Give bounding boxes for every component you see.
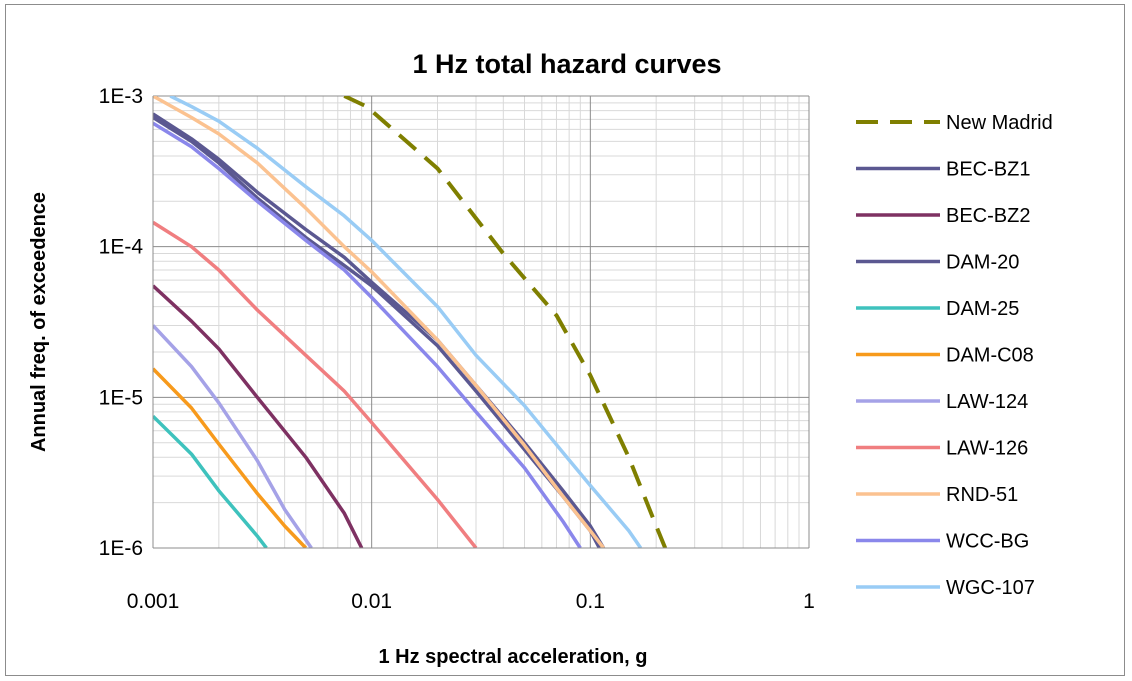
legend-label: RND-51: [946, 484, 1018, 506]
legend-label: LAW-124: [946, 391, 1028, 413]
chart-title: 1 Hz total hazard curves: [412, 49, 721, 79]
legend-item: WCC-BG: [856, 531, 1029, 553]
series-line-law-126: [153, 220, 478, 548]
series-line-dam-c08: [153, 367, 308, 548]
series-line-bec-bz2: [153, 284, 364, 548]
series-line-new-madrid: [343, 96, 668, 548]
legend-item: RND-51: [856, 484, 1018, 506]
legend-item: BEC-BZ2: [856, 205, 1030, 227]
legend: New Madrid BEC-BZ1 BEC-BZ2 DAM-20 DAM-25 DAM-…: [856, 112, 1053, 599]
legend-item: DAM-20: [856, 252, 1019, 274]
legend-label: LAW-126: [946, 438, 1028, 460]
legend-item: WGC-107: [856, 577, 1035, 599]
legend-label: WGC-107: [946, 577, 1035, 599]
legend-item: LAW-126: [856, 438, 1028, 460]
legend-label: WCC-BG: [946, 531, 1029, 553]
y-tick-label: 1E-4: [99, 236, 144, 259]
y-tick-label: 1E-6: [99, 537, 143, 560]
legend-label: BEC-BZ1: [946, 159, 1030, 181]
legend-label: DAM-25: [946, 298, 1019, 320]
legend-item: BEC-BZ1: [856, 159, 1030, 181]
series-line-dam-25: [153, 414, 268, 548]
series-line-bec-bz1: [153, 116, 601, 548]
x-tick-label: 0.001: [127, 590, 180, 613]
y-axis-title: Annual freq. of exceedence: [28, 192, 50, 452]
series-line-dam-20: [153, 112, 606, 548]
legend-item: LAW-124: [856, 391, 1028, 413]
legend-label: BEC-BZ2: [946, 205, 1030, 227]
x-tick-label: 1: [803, 590, 815, 613]
legend-item: New Madrid: [856, 112, 1053, 134]
series-lines: [153, 96, 668, 548]
x-axis-title: 1 Hz spectral acceleration, g: [378, 646, 647, 668]
y-tick-label: 1E-5: [99, 386, 143, 409]
y-tick-label: 1E-3: [99, 85, 143, 108]
x-tick-label: 0.1: [576, 590, 605, 613]
series-line-wcc-bg: [153, 121, 582, 548]
legend-item: DAM-C08: [856, 345, 1034, 367]
series-line-law-124: [153, 324, 313, 548]
legend-label: DAM-C08: [946, 345, 1034, 367]
legend-item: DAM-25: [856, 298, 1019, 320]
grid: [152, 95, 810, 549]
series-line-wgc-107: [169, 96, 643, 548]
x-tick-label: 0.01: [351, 590, 392, 613]
axes: 0.001 0.01 0.1 1 1E-6 1E-5 1E-4 1E-3: [99, 85, 815, 613]
series-line-rnd-51: [153, 96, 605, 548]
legend-label: DAM-20: [946, 252, 1019, 274]
legend-label: New Madrid: [946, 112, 1053, 134]
